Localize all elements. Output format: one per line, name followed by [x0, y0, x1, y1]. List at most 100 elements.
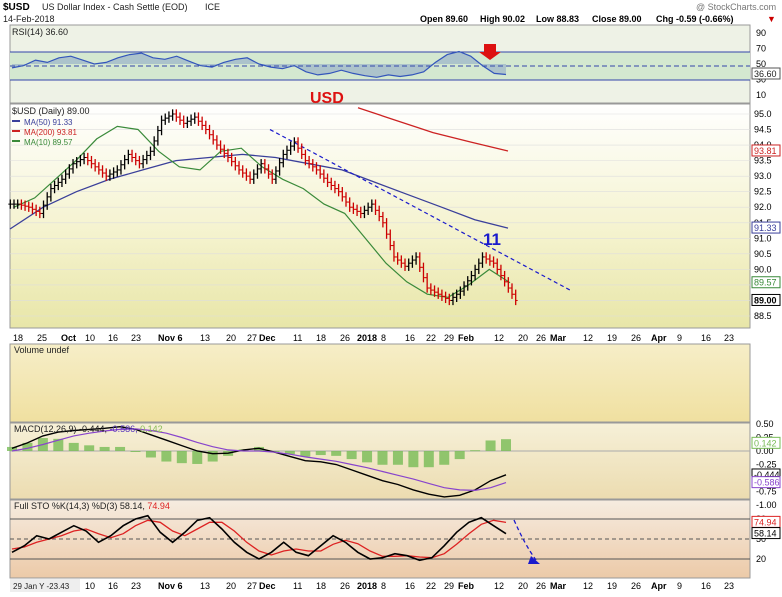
price-bar [118, 160, 123, 175]
price-bar [314, 162, 319, 175]
price-bar [126, 149, 131, 165]
x-tick-label: 26 [631, 333, 641, 343]
macd-hist-bar [485, 440, 496, 451]
macd-badges: 0.142 -0.444-0.586 [751, 436, 781, 489]
price-bar [318, 165, 323, 179]
macd-hist-bar [377, 451, 388, 465]
price-bar [122, 154, 127, 170]
chart-date: 14-Feb-2018 [3, 14, 55, 24]
header: $USD US Dollar Index - Cash Settle (EOD)… [3, 2, 776, 24]
x-axis-top: 18 25 Oct 10 16 23 Nov 6 13 20 27 Dec 11 18 26 2018 8 16… [13, 333, 734, 343]
exchange: ICE [205, 2, 220, 12]
price-y-ticks: 95.094.594.093.593.092.592.091.591.090.5… [754, 109, 772, 321]
x-tick-label: 27 [247, 333, 257, 343]
macd-hist-bar [346, 451, 357, 460]
price-bar [100, 165, 105, 178]
x-tick-label: 2018 [357, 333, 377, 343]
price-bar [262, 159, 267, 174]
price-bar [491, 256, 496, 268]
price-bar [270, 169, 275, 184]
price-bar [436, 287, 441, 299]
price-bar [303, 149, 308, 166]
rsi-tick-label: 50 [756, 59, 766, 69]
x-tick-label-bottom: 12 [583, 581, 593, 591]
quote-open: Open 89.60 [420, 14, 468, 24]
x-tick-label-bottom: 11 [293, 581, 302, 591]
price-bar [292, 137, 297, 151]
macd-hist-bar [284, 451, 295, 455]
price-bar [465, 276, 470, 291]
price-bar [85, 152, 90, 166]
x-tick-label: Feb [458, 333, 475, 343]
price-bar [362, 205, 367, 219]
price-bar [273, 166, 278, 184]
price-bar [388, 229, 393, 251]
price-bar [63, 169, 68, 184]
price-bar [428, 283, 433, 295]
price-bar [369, 199, 374, 212]
price-bar [414, 252, 419, 265]
x-tick-label: Dec [259, 333, 276, 343]
price-bar [373, 199, 378, 215]
x-tick-label: 26 [340, 333, 350, 343]
price-bar [56, 177, 61, 191]
price-bar [174, 109, 179, 122]
x-tick-label: Oct [61, 333, 76, 343]
price-bar [366, 202, 371, 215]
legend-entry: MA(50) 91.33 [24, 118, 73, 127]
macd-hist-bar [115, 446, 126, 451]
price-bar [384, 218, 389, 239]
price-bar [417, 252, 422, 272]
x-tick-label: 20 [226, 333, 236, 343]
price-bar [12, 199, 16, 209]
projection-arrowhead-icon [528, 556, 540, 564]
x-tick-label: 11 [293, 333, 302, 343]
sto-badges: 74.94 58.14 [751, 515, 781, 540]
quote-high: High 90.02 [480, 14, 525, 24]
price-bar [510, 283, 514, 299]
x-tick-label-bottom: 12 [494, 581, 504, 591]
price-bar [207, 124, 212, 140]
value-badge: -0.586 [751, 476, 781, 489]
price-bar [45, 192, 50, 210]
y-tick-label: 92.5 [754, 187, 772, 197]
price-bar [26, 201, 31, 212]
quote-change: Chg -0.59 (-0.66%) [656, 14, 734, 24]
price-bar [244, 168, 249, 181]
x-tick-label: 23 [724, 333, 734, 343]
x-axis-bottom: 10 16 23 Nov 6 13 20 27 Dec 11 18 26 2018 8 16 22 29 Feb… [85, 581, 734, 591]
price-bar [15, 199, 20, 209]
price-bar [307, 155, 312, 169]
x-tick-label: 20 [518, 333, 528, 343]
value-badge: 74.94 [751, 515, 781, 528]
price-bar [163, 113, 168, 125]
price-bar [358, 206, 363, 219]
x-tick-label-bottom: 16 [108, 581, 118, 591]
price-bar [218, 140, 223, 154]
price-bar [181, 115, 186, 128]
price-bar [203, 120, 208, 135]
price-bar [277, 158, 282, 176]
x-tick-label-bottom: 26 [340, 581, 350, 591]
macd-label-signal: -0.586, [110, 424, 138, 434]
x-tick-label-bottom: Apr [651, 581, 667, 591]
macd-hist-bar [53, 438, 64, 451]
ma50-line [9, 153, 509, 230]
macd-hist-bar [130, 451, 141, 452]
ma10-line [13, 125, 511, 299]
x-tick-label-bottom: 2018 [357, 581, 377, 591]
price-bar [111, 167, 116, 179]
price-bar [148, 146, 153, 161]
price-bar [340, 187, 345, 202]
macd-hist-bar [161, 451, 172, 462]
price-bar [251, 169, 256, 184]
price-bar [200, 116, 205, 131]
value-badge: 93.81 [751, 144, 781, 157]
svg-text:93.81: 93.81 [754, 146, 777, 156]
x-tick-label: 18 [316, 333, 326, 343]
macd-hist-bar [68, 442, 79, 451]
x-tick-label: 13 [200, 333, 210, 343]
price-bar [395, 252, 400, 265]
